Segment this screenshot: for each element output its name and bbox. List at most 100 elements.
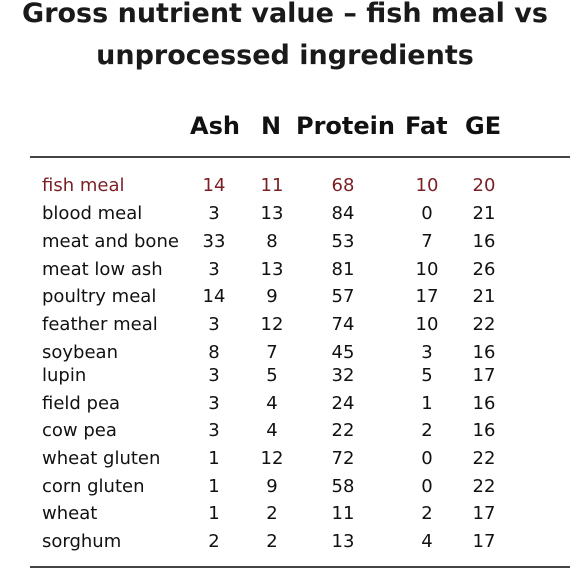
cell-protein: 22 xyxy=(331,420,355,441)
cell-fat: 3 xyxy=(421,342,433,363)
cell-ash: 1 xyxy=(208,503,220,524)
cell-ash: 3 xyxy=(208,259,220,280)
cell-ge: 21 xyxy=(472,286,496,307)
table-row: wheat gluten 1 12 72 0 22 xyxy=(0,446,570,472)
table-bottom-rule xyxy=(30,566,570,568)
table-row: wheat 1 2 11 2 17 xyxy=(0,501,570,527)
cell-ge: 16 xyxy=(472,342,496,363)
cell-n: 4 xyxy=(266,420,278,441)
table-row: lupin 3 5 32 5 17 xyxy=(0,363,570,389)
row-name: fish meal xyxy=(42,175,125,196)
cell-n: 9 xyxy=(266,286,278,307)
cell-ge: 16 xyxy=(472,231,496,252)
column-header-protein: Protein xyxy=(296,112,395,140)
cell-fat: 2 xyxy=(421,420,433,441)
table-row: soybean 8 7 45 3 16 xyxy=(0,340,570,366)
cell-ge: 17 xyxy=(472,365,496,386)
cell-protein: 81 xyxy=(331,259,355,280)
table-row: corn gluten 1 9 58 0 22 xyxy=(0,474,570,500)
table-row: poultry meal 14 9 57 17 21 xyxy=(0,284,570,310)
cell-ash: 3 xyxy=(208,314,220,335)
cell-ge: 26 xyxy=(472,259,496,280)
cell-ge: 17 xyxy=(472,531,496,552)
title-line-2: unprocessed ingredients xyxy=(96,40,474,71)
cell-n: 2 xyxy=(266,531,278,552)
table-row: sorghum 2 2 13 4 17 xyxy=(0,529,570,555)
table-row: fish meal 14 11 68 10 20 xyxy=(0,173,570,199)
cell-fat: 0 xyxy=(421,476,433,497)
cell-n: 8 xyxy=(266,231,278,252)
cell-fat: 2 xyxy=(421,503,433,524)
cell-n: 13 xyxy=(260,259,284,280)
cell-protein: 32 xyxy=(331,365,355,386)
cell-fat: 10 xyxy=(415,259,439,280)
cell-fat: 17 xyxy=(415,286,439,307)
cell-ge: 21 xyxy=(472,203,496,224)
row-name: sorghum xyxy=(42,531,122,552)
cell-ge: 22 xyxy=(472,476,496,497)
cell-protein: 13 xyxy=(331,531,355,552)
table-row: cow pea 3 4 22 2 16 xyxy=(0,418,570,444)
cell-ash: 33 xyxy=(202,231,226,252)
row-name: corn gluten xyxy=(42,476,145,497)
cell-protein: 53 xyxy=(331,231,355,252)
cell-ash: 8 xyxy=(208,342,220,363)
cell-protein: 74 xyxy=(331,314,355,335)
column-header-fat: Fat xyxy=(405,112,448,140)
cell-protein: 58 xyxy=(331,476,355,497)
cell-protein: 11 xyxy=(331,503,355,524)
row-name: poultry meal xyxy=(42,286,157,307)
column-header-ge: GE xyxy=(465,112,502,140)
cell-n: 4 xyxy=(266,393,278,414)
cell-ge: 17 xyxy=(472,503,496,524)
row-name: field pea xyxy=(42,393,121,414)
cell-protein: 84 xyxy=(331,203,355,224)
table-row: meat low ash 3 13 81 10 26 xyxy=(0,257,570,283)
cell-fat: 7 xyxy=(421,231,433,252)
table-row: feather meal 3 12 74 10 22 xyxy=(0,312,570,338)
row-name: wheat xyxy=(42,503,98,524)
row-name: meat and bone xyxy=(42,231,179,252)
table-row: meat and bone 33 8 53 7 16 xyxy=(0,229,570,255)
row-name: soybean xyxy=(42,342,118,363)
row-name: blood meal xyxy=(42,203,143,224)
table-row: blood meal 3 13 84 0 21 xyxy=(0,201,570,227)
cell-protein: 72 xyxy=(331,448,355,469)
cell-n: 5 xyxy=(266,365,278,386)
row-name: cow pea xyxy=(42,420,117,441)
cell-n: 12 xyxy=(260,314,284,335)
row-name: wheat gluten xyxy=(42,448,161,469)
cell-ash: 2 xyxy=(208,531,220,552)
column-header-n: N xyxy=(261,112,282,140)
cell-ge: 22 xyxy=(472,448,496,469)
cell-fat: 1 xyxy=(421,393,433,414)
cell-ash: 3 xyxy=(208,365,220,386)
row-name: meat low ash xyxy=(42,259,163,280)
cell-ash: 3 xyxy=(208,420,220,441)
cell-n: 9 xyxy=(266,476,278,497)
cell-protein: 57 xyxy=(331,286,355,307)
page-title: Gross nutrient value – fish meal vs unpr… xyxy=(0,0,570,76)
cell-n: 2 xyxy=(266,503,278,524)
row-name: lupin xyxy=(42,365,87,386)
table-row: field pea 3 4 24 1 16 xyxy=(0,391,570,417)
cell-ash: 1 xyxy=(208,448,220,469)
cell-fat: 5 xyxy=(421,365,433,386)
cell-ash: 3 xyxy=(208,203,220,224)
cell-protein: 24 xyxy=(331,393,355,414)
title-line-1: Gross nutrient value – fish meal vs xyxy=(22,0,548,29)
cell-fat: 10 xyxy=(415,314,439,335)
cell-n: 11 xyxy=(260,175,284,196)
cell-ash: 1 xyxy=(208,476,220,497)
cell-ge: 16 xyxy=(472,420,496,441)
cell-ash: 14 xyxy=(202,175,226,196)
cell-ge: 16 xyxy=(472,393,496,414)
cell-fat: 0 xyxy=(421,448,433,469)
row-name: feather meal xyxy=(42,314,158,335)
cell-ge: 22 xyxy=(472,314,496,335)
cell-ash: 14 xyxy=(202,286,226,307)
cell-fat: 10 xyxy=(415,175,439,196)
cell-ge: 20 xyxy=(472,175,496,196)
table-top-rule xyxy=(30,156,570,158)
cell-n: 12 xyxy=(260,448,284,469)
